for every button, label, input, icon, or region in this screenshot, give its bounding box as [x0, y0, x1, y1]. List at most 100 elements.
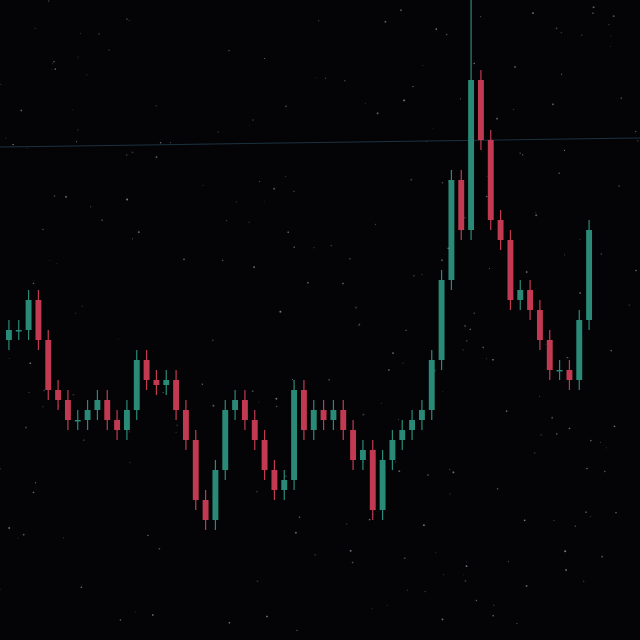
star [56, 263, 58, 265]
star [612, 15, 615, 17]
candle-body [55, 390, 62, 400]
star [256, 580, 259, 583]
star [151, 613, 154, 616]
star [380, 402, 382, 404]
star [258, 180, 261, 183]
candle-body [232, 400, 239, 410]
star [585, 511, 587, 513]
star [514, 66, 516, 68]
candle-body [251, 420, 258, 440]
candle-body [281, 480, 288, 490]
star [613, 425, 616, 428]
star [422, 524, 425, 527]
candle-body [5, 330, 12, 340]
star [386, 604, 388, 606]
star [266, 615, 268, 618]
star [452, 471, 455, 474]
star [464, 580, 467, 582]
star [540, 434, 542, 436]
candle-body [536, 310, 543, 340]
star [568, 427, 571, 430]
candle-body [94, 400, 101, 410]
star [362, 413, 365, 416]
candle-body [359, 450, 366, 460]
star [535, 214, 538, 217]
star [560, 32, 562, 34]
candle-body [369, 450, 376, 510]
star [465, 565, 468, 568]
candle-body [261, 440, 268, 470]
star [50, 68, 52, 70]
star [403, 99, 406, 102]
star [516, 623, 518, 625]
candle-body [320, 410, 327, 420]
star [533, 452, 536, 454]
star [258, 401, 260, 403]
star [442, 574, 444, 576]
star [525, 271, 528, 273]
star [462, 349, 464, 351]
candle-body [123, 410, 130, 430]
star [563, 149, 566, 152]
star [558, 172, 561, 175]
star [292, 379, 293, 380]
star [574, 525, 576, 527]
candle-body [104, 400, 111, 420]
star [72, 109, 74, 111]
star [482, 346, 485, 349]
star [169, 142, 171, 144]
candle-body [192, 440, 199, 500]
star [8, 358, 10, 359]
star [460, 98, 462, 100]
star [424, 590, 426, 593]
star [522, 154, 524, 156]
star [615, 511, 617, 514]
star [462, 574, 464, 576]
star [485, 195, 488, 198]
star [279, 310, 282, 313]
star [296, 629, 298, 632]
star [435, 551, 437, 553]
star [275, 405, 278, 408]
star [354, 306, 357, 309]
star [22, 533, 25, 536]
star [34, 482, 37, 484]
star [555, 27, 558, 30]
star [610, 349, 612, 352]
candle-body [114, 420, 121, 430]
star [634, 130, 637, 133]
star [464, 216, 466, 219]
star [147, 534, 149, 537]
star [442, 391, 444, 392]
star [285, 175, 287, 177]
star [129, 462, 131, 464]
star [579, 238, 581, 241]
candle-body [418, 410, 425, 420]
star [315, 77, 317, 79]
star [590, 439, 592, 442]
star [432, 128, 434, 130]
star [176, 424, 178, 426]
star [128, 20, 130, 22]
star [53, 61, 55, 63]
star [249, 124, 251, 126]
star [126, 198, 129, 201]
star [441, 259, 443, 262]
star [72, 393, 75, 396]
star [5, 137, 7, 139]
star [445, 33, 448, 36]
star [318, 20, 320, 22]
star [449, 493, 451, 495]
star [368, 518, 371, 521]
candle-body [409, 420, 416, 430]
star [298, 516, 301, 519]
star [32, 491, 35, 494]
star [412, 85, 414, 88]
candle-body [330, 410, 337, 420]
candle-body [202, 500, 209, 520]
star [0, 83, 2, 86]
star [287, 231, 290, 234]
star [560, 73, 563, 75]
star [77, 129, 79, 131]
